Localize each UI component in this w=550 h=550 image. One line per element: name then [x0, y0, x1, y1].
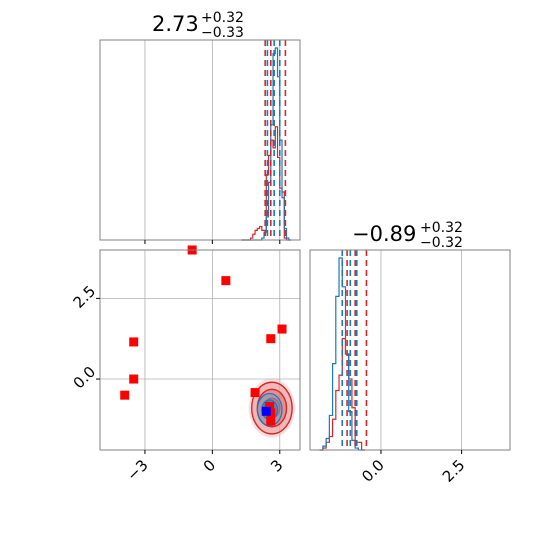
red-marker-3: [266, 334, 276, 344]
red-marker-5: [129, 374, 139, 384]
red-marker-9: [266, 416, 276, 426]
red-marker-1: [221, 276, 231, 286]
histogram-panel-p0: [99, 39, 301, 244]
title-p0-plus: +0.32: [201, 10, 244, 26]
scatter-ytick-label-0: 0.0: [70, 363, 100, 393]
title-p0: 2.73 +0.32 −0.33: [152, 10, 244, 41]
p1-hist-xtick-label-0: 0.0: [358, 456, 388, 486]
p0-hist-frame: [99, 39, 301, 241]
histogram-panel-p1: 0.0 2.5: [309, 249, 511, 486]
title-p1-minus: −0.32: [420, 235, 463, 251]
p1-hist-frame: [309, 249, 511, 451]
red-marker-6: [120, 390, 130, 400]
title-p1-plus: +0.32: [420, 220, 463, 236]
scatter-xtick-label-2: 3: [267, 456, 286, 475]
p1-hist-xtick-label-1: 2.5: [439, 456, 469, 486]
blue-marker: [261, 406, 271, 416]
scatter-xtick-label-0: −3: [123, 456, 151, 484]
title-p1-median: −0.89: [352, 222, 416, 246]
red-marker-4: [129, 337, 139, 347]
red-marker-2: [277, 324, 287, 334]
scatter-ytick-label-1: 2.5: [70, 282, 100, 312]
scatter-panel-p0-p1: −3 0 3 0.0 2.5: [70, 245, 301, 484]
red-marker-7: [250, 388, 260, 398]
title-p0-minus: −0.33: [201, 25, 244, 41]
scatter-xtick-label-1: 0: [200, 456, 219, 475]
scatter-frame: [99, 249, 301, 451]
title-p0-median: 2.73: [152, 12, 199, 36]
red-marker-8: [265, 401, 275, 411]
title-p1: −0.89 +0.32 −0.32: [352, 220, 463, 251]
